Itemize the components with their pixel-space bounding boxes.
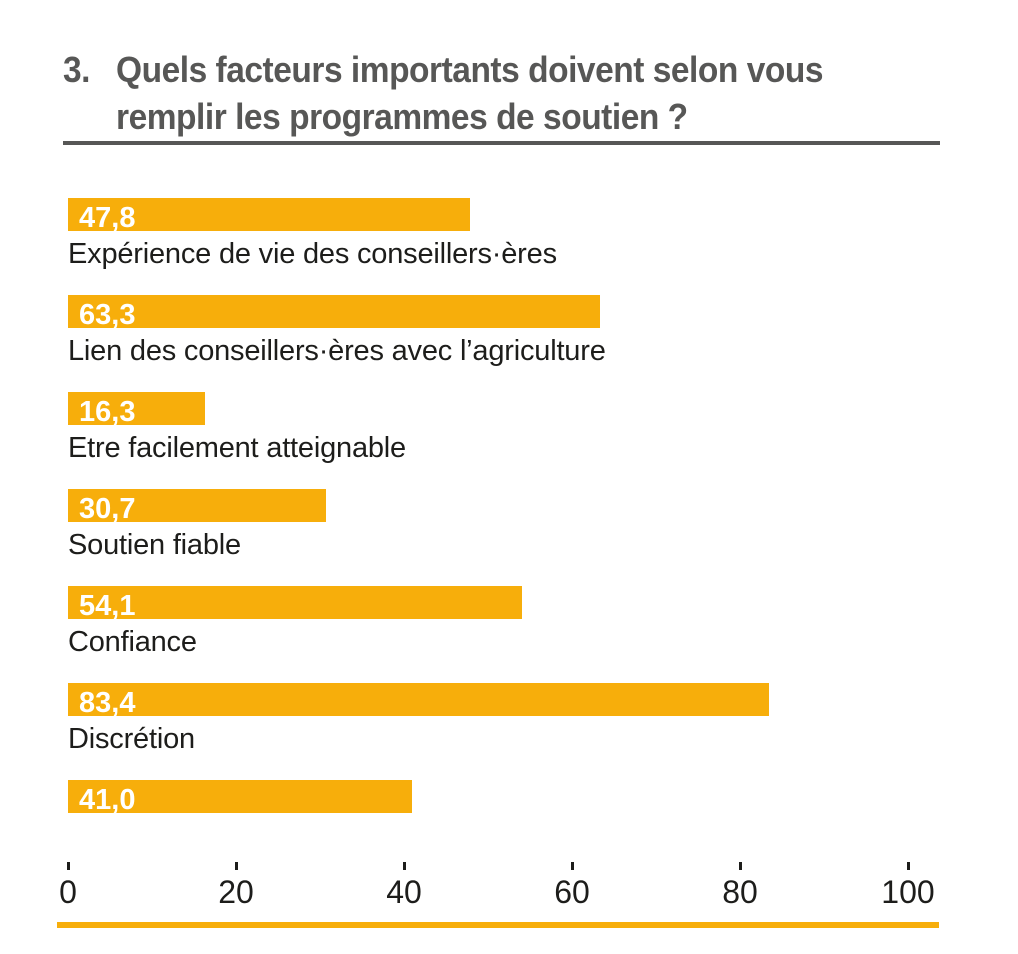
bar-value-label: 30,7 (79, 493, 136, 525)
bar-row: 54,1 Confiance (68, 586, 978, 683)
x-tick-label: 100 (881, 874, 935, 910)
question-header: 3. Quels facteurs importants doivent sel… (63, 46, 993, 140)
bar-chart: 47,8 Expérience de vie des conseillers·è… (68, 198, 978, 877)
x-tick-mark (739, 862, 742, 870)
bar-row: 41,0 (68, 780, 978, 877)
bar-value-label: 54,1 (79, 590, 136, 622)
bar-category-label: Expérience de vie des conseillers·ères (68, 238, 557, 270)
bar-value-label: 16,3 (79, 396, 136, 428)
x-tick-label: 20 (218, 874, 254, 910)
bar-category-label: Etre facilement atteignable (68, 432, 406, 464)
x-axis-ticks: 0 20 40 60 80 100 (59, 862, 935, 922)
bar: 83,4 (68, 683, 769, 719)
bar: 16,3 (68, 392, 205, 428)
x-tick-mark (907, 862, 910, 870)
x-tick-mark (67, 862, 70, 870)
x-tick-label: 60 (554, 874, 590, 910)
bar-value-label: 41,0 (79, 784, 136, 816)
bar: 54,1 (68, 586, 523, 622)
x-tick-label: 80 (722, 874, 758, 910)
bar-category-label: Confiance (68, 626, 197, 658)
bar-value-label: 47,8 (79, 202, 136, 234)
question-title-line2: remplir les programmes de soutien ? (116, 96, 688, 137)
question-title: Quels facteurs importants doivent selon … (116, 46, 993, 140)
x-axis-line (57, 922, 939, 928)
x-tick-mark (235, 862, 238, 870)
bar: 47,8 (68, 198, 470, 234)
bar-row: 47,8 Expérience de vie des conseillers·è… (68, 198, 978, 295)
title-underline (63, 141, 940, 145)
bar-category-label: Soutien fiable (68, 529, 241, 561)
bar: 30,7 (68, 489, 326, 525)
x-tick-mark (571, 862, 574, 870)
bar: 41,0 (68, 780, 413, 816)
question-number: 3. (63, 49, 90, 90)
bar-row: 83,4 Discrétion (68, 683, 978, 780)
bar: 63,3 (68, 295, 600, 331)
x-tick-mark (403, 862, 406, 870)
bar-value-label: 83,4 (79, 687, 136, 719)
bar-category-label: Lien des conseillers·ères avec l’agricul… (68, 335, 606, 367)
question-title-line1: Quels facteurs importants doivent selon … (116, 49, 823, 90)
bar-category-label: Discrétion (68, 723, 195, 755)
x-tick-label: 40 (386, 874, 422, 910)
bar-row: 16,3 Etre facilement atteignable (68, 392, 978, 489)
bar-value-label: 63,3 (79, 299, 136, 331)
x-tick-label: 0 (59, 874, 77, 910)
bar-row: 30,7 Soutien fiable (68, 489, 978, 586)
bar-row: 63,3 Lien des conseillers·ères avec l’ag… (68, 295, 978, 392)
